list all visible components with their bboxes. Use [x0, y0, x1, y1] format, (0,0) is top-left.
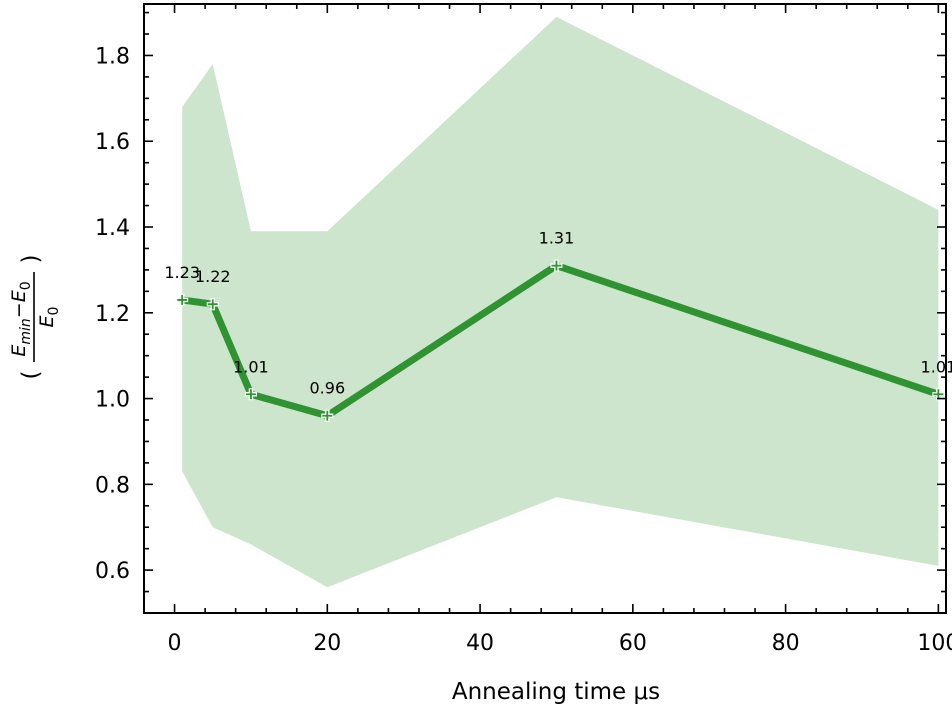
x-tick-label: 100	[917, 631, 952, 656]
y-tick-label: 0.6	[95, 559, 130, 584]
ylabel-den-e: E	[36, 315, 58, 327]
x-tick-label: 0	[168, 631, 182, 656]
data-marker	[321, 409, 334, 422]
data-marker	[176, 293, 189, 306]
data-marker	[244, 388, 257, 401]
marker-cross	[322, 410, 333, 421]
svg-text:Emin−E0: Emin−E0	[8, 281, 34, 356]
marker-cross	[207, 299, 218, 310]
y-tick-label: 1.8	[95, 44, 130, 69]
marker-cross	[551, 260, 562, 271]
data-label: 1.23	[164, 263, 200, 282]
y-tick-label: 1.6	[95, 130, 130, 155]
data-marker	[206, 298, 219, 311]
x-tick-label: 60	[619, 631, 647, 656]
y-tick-label: 1.2	[95, 302, 130, 327]
x-tick-label: 40	[466, 631, 494, 656]
error-band-layer	[182, 16, 939, 588]
ylabel-num-sub: min	[18, 318, 34, 344]
data-label: 1.31	[539, 229, 575, 248]
plot-frame	[143, 3, 947, 614]
svg-text:(: (	[18, 371, 44, 380]
ylabel-minus: −	[8, 302, 30, 318]
svg-text:E0: E0	[36, 307, 62, 328]
x-axis-label: Annealing time μs	[452, 679, 660, 705]
error-band	[182, 16, 939, 588]
data-label: 1.01	[233, 357, 269, 376]
y-tick-label: 1.0	[95, 388, 130, 413]
data-label-layer: 1.231.22 1.01 0.96 1.31 1.01	[164, 229, 952, 398]
y-tick-label: 1.4	[95, 216, 130, 241]
ylabel-den-sub: 0	[46, 307, 62, 316]
data-marker	[550, 259, 563, 272]
y-axis-label: ( ) Emin−E0 E0	[8, 255, 62, 380]
ylabel-num-e2: E	[8, 290, 30, 302]
y-tick-labels: 0.6 0.8 1.0 1.2 1.4 1.6 1.8	[95, 44, 130, 584]
marker-cross	[245, 389, 256, 400]
marker-cross	[933, 389, 944, 400]
svg-text:): )	[18, 255, 44, 264]
axis-ticks	[143, 4, 946, 613]
data-label: 1.01	[921, 357, 952, 376]
data-label: 1.22	[195, 267, 231, 286]
ylabel-num-sub2: 0	[18, 281, 34, 290]
x-tick-label: 80	[772, 631, 800, 656]
marker-cross	[177, 294, 188, 305]
x-tick-labels: 0 20 40 60 80 100	[168, 631, 952, 656]
data-label: 0.96	[310, 379, 346, 398]
x-tick-label: 20	[313, 631, 341, 656]
ylabel-num-e: E	[8, 345, 30, 357]
y-tick-label: 0.8	[95, 473, 130, 498]
